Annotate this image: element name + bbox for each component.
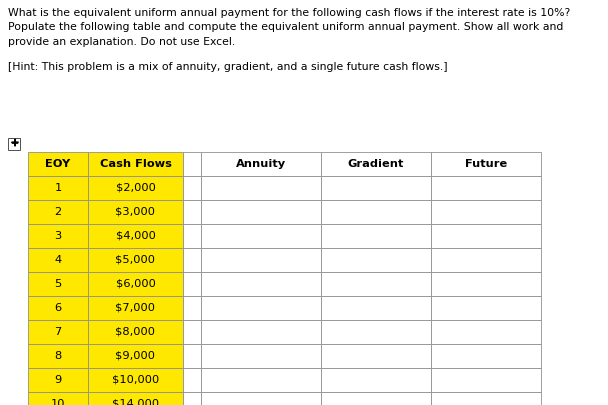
Bar xyxy=(201,200,321,224)
Text: +: + xyxy=(10,138,19,148)
Bar xyxy=(88,368,183,392)
Bar xyxy=(321,368,431,392)
Bar xyxy=(431,344,541,368)
Text: 4: 4 xyxy=(55,255,61,265)
Bar xyxy=(321,152,431,176)
Text: 1: 1 xyxy=(54,183,61,193)
Bar xyxy=(431,368,541,392)
Text: 5: 5 xyxy=(54,279,61,289)
Bar xyxy=(201,368,321,392)
Bar xyxy=(431,176,541,200)
Bar xyxy=(431,248,541,272)
Bar xyxy=(201,296,321,320)
Bar xyxy=(28,368,88,392)
Bar xyxy=(183,224,201,248)
Bar xyxy=(201,392,321,405)
Bar xyxy=(183,272,201,296)
Bar xyxy=(321,176,431,200)
Bar xyxy=(321,392,431,405)
Text: 7: 7 xyxy=(54,327,61,337)
Bar xyxy=(201,248,321,272)
Bar xyxy=(321,296,431,320)
Bar xyxy=(321,224,431,248)
Bar xyxy=(183,152,201,176)
Bar xyxy=(183,368,201,392)
Bar xyxy=(8,138,20,150)
Bar xyxy=(183,320,201,344)
Bar xyxy=(183,296,201,320)
Bar xyxy=(28,176,88,200)
Bar xyxy=(28,272,88,296)
Text: $8,000: $8,000 xyxy=(116,327,156,337)
Bar xyxy=(321,344,431,368)
Text: EOY: EOY xyxy=(46,159,71,169)
Text: $14,000: $14,000 xyxy=(112,399,159,405)
Bar xyxy=(431,200,541,224)
Bar xyxy=(201,224,321,248)
Bar xyxy=(183,392,201,405)
Bar xyxy=(88,320,183,344)
Text: What is the equivalent uniform annual payment for the following cash flows if th: What is the equivalent uniform annual pa… xyxy=(8,8,570,18)
Bar xyxy=(431,392,541,405)
Text: $9,000: $9,000 xyxy=(116,351,156,361)
Bar xyxy=(28,248,88,272)
Bar xyxy=(321,320,431,344)
Text: 3: 3 xyxy=(54,231,61,241)
Bar xyxy=(88,152,183,176)
Text: 8: 8 xyxy=(54,351,61,361)
Bar xyxy=(201,272,321,296)
Text: [Hint: This problem is a mix of annuity, gradient, and a single future cash flow: [Hint: This problem is a mix of annuity,… xyxy=(8,62,447,72)
Bar xyxy=(28,344,88,368)
Text: 10: 10 xyxy=(50,399,65,405)
Bar xyxy=(321,248,431,272)
Text: 9: 9 xyxy=(54,375,61,385)
Bar xyxy=(88,248,183,272)
Bar xyxy=(88,200,183,224)
Bar xyxy=(28,296,88,320)
Bar xyxy=(321,272,431,296)
Text: 2: 2 xyxy=(55,207,61,217)
Text: $5,000: $5,000 xyxy=(116,255,156,265)
Text: +: + xyxy=(10,139,18,149)
Bar xyxy=(88,392,183,405)
Bar xyxy=(183,344,201,368)
Bar xyxy=(28,320,88,344)
Bar xyxy=(431,152,541,176)
Text: Future: Future xyxy=(465,159,507,169)
Bar xyxy=(88,176,183,200)
Bar xyxy=(321,200,431,224)
Bar xyxy=(88,224,183,248)
Bar xyxy=(88,344,183,368)
Bar xyxy=(431,272,541,296)
Text: 6: 6 xyxy=(55,303,61,313)
Text: $2,000: $2,000 xyxy=(116,183,156,193)
Text: Cash Flows: Cash Flows xyxy=(100,159,171,169)
Bar xyxy=(431,296,541,320)
Bar xyxy=(28,200,88,224)
Bar xyxy=(201,344,321,368)
Bar xyxy=(431,320,541,344)
Bar xyxy=(183,248,201,272)
Text: $4,000: $4,000 xyxy=(116,231,156,241)
Bar xyxy=(201,176,321,200)
Bar xyxy=(88,272,183,296)
Bar xyxy=(28,392,88,405)
Bar xyxy=(201,320,321,344)
Text: provide an explanation. Do not use Excel.: provide an explanation. Do not use Excel… xyxy=(8,37,235,47)
Bar xyxy=(183,200,201,224)
Text: $6,000: $6,000 xyxy=(116,279,156,289)
Bar xyxy=(28,224,88,248)
Bar xyxy=(88,296,183,320)
Bar xyxy=(431,224,541,248)
Text: $10,000: $10,000 xyxy=(112,375,159,385)
Text: $3,000: $3,000 xyxy=(116,207,156,217)
Text: Gradient: Gradient xyxy=(348,159,404,169)
Bar xyxy=(183,176,201,200)
Bar xyxy=(201,152,321,176)
Text: Populate the following table and compute the equivalent uniform annual payment. : Populate the following table and compute… xyxy=(8,23,564,32)
Text: ✚: ✚ xyxy=(10,138,18,148)
Bar xyxy=(28,152,88,176)
Text: $7,000: $7,000 xyxy=(116,303,156,313)
Text: Annuity: Annuity xyxy=(236,159,286,169)
